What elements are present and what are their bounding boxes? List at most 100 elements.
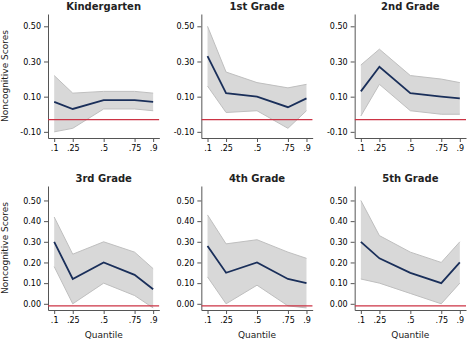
plot-area — [201, 26, 312, 128]
tick-label: .5 — [254, 144, 262, 153]
tick: 0.30 — [177, 238, 202, 247]
y-axis: -0.100.100.300.50 — [174, 15, 202, 139]
tick: 0.10 — [177, 279, 202, 288]
tick-label: 0.00 — [330, 300, 348, 309]
tick: .5 — [407, 310, 415, 325]
tick-label: 0.10 — [23, 93, 41, 102]
tick-mark — [197, 283, 201, 284]
tick: .25 — [220, 138, 233, 153]
tick-mark — [351, 61, 355, 62]
y-axis: 0.000.100.200.300.400.50 — [23, 187, 48, 311]
tick-mark — [288, 310, 289, 314]
tick: 0.20 — [23, 259, 48, 268]
tick-label: 0.10 — [23, 279, 41, 288]
ci-band — [208, 26, 307, 128]
tick: .5 — [100, 310, 108, 325]
plot-area — [201, 215, 312, 308]
tick: -0.10 — [20, 128, 48, 137]
tick: 0.10 — [330, 93, 355, 102]
panel: .1.25.5.75.90.000.100.200.300.400.503rd … — [0, 173, 159, 340]
tick: 0.10 — [177, 93, 202, 102]
tick-mark — [197, 262, 201, 263]
tick: 0.00 — [177, 300, 202, 309]
tick: 0.50 — [23, 197, 48, 206]
tick-mark — [460, 138, 461, 142]
tick: .25 — [67, 138, 80, 153]
tick-mark — [197, 221, 201, 222]
title: 4th Grade — [229, 173, 285, 184]
tick-mark — [197, 132, 201, 133]
ci-upper — [361, 200, 460, 262]
tick-label: -0.10 — [20, 128, 41, 137]
title: 1st Grade — [230, 1, 285, 12]
ci-band — [54, 76, 153, 132]
ci-lower — [54, 109, 153, 132]
tick: .25 — [374, 310, 387, 325]
tick-label: .25 — [374, 144, 387, 153]
plot-area — [48, 217, 159, 308]
tick-mark — [44, 242, 48, 243]
tick-label: 0.50 — [330, 22, 348, 31]
tick-label: .25 — [67, 316, 80, 325]
tick: 0.50 — [177, 197, 202, 206]
ci-lower — [361, 279, 460, 304]
tick-label: 0.30 — [23, 238, 41, 247]
tick: 0.00 — [330, 300, 355, 309]
tick: .9 — [456, 138, 464, 153]
y-label: Noncognitive Scores — [0, 30, 10, 122]
tick-mark — [44, 221, 48, 222]
tick-label: 0.00 — [177, 300, 195, 309]
ci-band — [208, 215, 307, 308]
x-axis: .1.25.5.75.9 — [355, 138, 466, 153]
axis-line — [201, 187, 202, 311]
tick-mark — [351, 242, 355, 243]
tick-label: .9 — [456, 316, 464, 325]
tick-label: .1 — [204, 144, 212, 153]
tick-label: .1 — [51, 144, 59, 153]
x-axis: .1.25.5.75.9 — [202, 138, 313, 153]
tick-mark — [44, 97, 48, 98]
tick-label: 0.50 — [330, 197, 348, 206]
tick: 0.20 — [330, 259, 355, 268]
tick: 0.40 — [23, 217, 48, 226]
tick-mark — [44, 283, 48, 284]
x-label: Quantile — [391, 330, 430, 340]
tick-mark — [351, 97, 355, 98]
tick-mark — [44, 132, 48, 133]
tick: .9 — [150, 138, 158, 153]
tick-mark — [351, 283, 355, 284]
tick-mark — [197, 26, 201, 27]
tick-mark — [208, 138, 209, 142]
ci-upper — [54, 76, 153, 94]
tick: .1 — [358, 310, 366, 325]
tick-label: -0.10 — [174, 128, 195, 137]
tick-mark — [410, 138, 411, 142]
tick: 0.10 — [330, 279, 355, 288]
tick-label: 0.40 — [23, 217, 41, 226]
tick: .75 — [129, 138, 142, 153]
tick: .25 — [67, 310, 80, 325]
tick-mark — [153, 138, 154, 142]
tick: .1 — [358, 138, 366, 153]
tick-mark — [226, 310, 227, 314]
reference-line — [355, 119, 466, 120]
tick-label: 0.50 — [23, 22, 41, 31]
tick-mark — [460, 310, 461, 314]
tick-label: .5 — [100, 316, 108, 325]
tick: .75 — [282, 310, 295, 325]
reference-line — [48, 119, 159, 120]
ci-upper — [361, 49, 460, 82]
tick-label: 0.30 — [177, 58, 195, 67]
tick-label: 0.50 — [23, 197, 41, 206]
y-label: Noncognitive Scores — [0, 202, 10, 294]
tick-mark — [54, 138, 55, 142]
tick-mark — [197, 61, 201, 62]
tick-mark — [197, 200, 201, 201]
tick: .75 — [435, 138, 448, 153]
tick-label: 0.30 — [23, 58, 41, 67]
ci-band — [54, 217, 153, 308]
line — [208, 56, 307, 107]
panel: .1.25.5.75.9-0.100.100.300.50Kindergarte… — [0, 1, 159, 153]
tick-mark — [379, 138, 380, 142]
ci-band — [361, 200, 460, 303]
